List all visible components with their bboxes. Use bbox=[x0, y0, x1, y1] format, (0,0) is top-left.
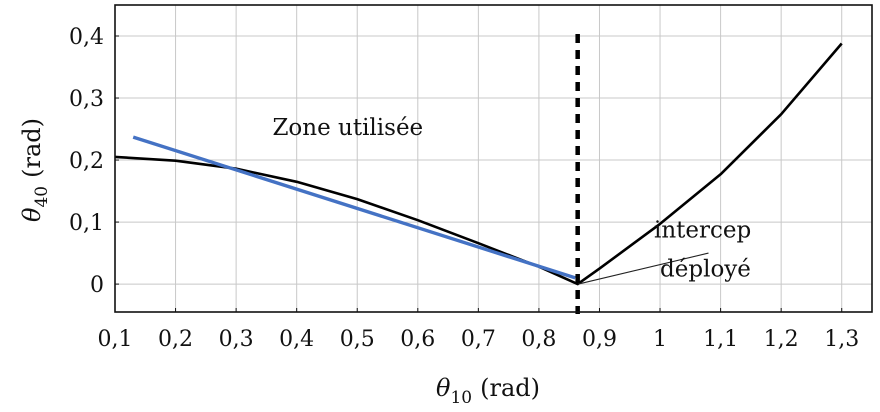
x-tick-label: 1 bbox=[653, 327, 667, 352]
x-tick-label: 1,1 bbox=[703, 327, 738, 352]
annotations: Zone utilisée intercep déployé bbox=[272, 115, 751, 285]
x-tick-label: 0,8 bbox=[521, 327, 556, 352]
annotation-label: déployé bbox=[660, 257, 751, 283]
y-tick-label: 0 bbox=[90, 273, 104, 298]
annotation-label: intercep bbox=[654, 218, 751, 244]
grid bbox=[114, 5, 872, 312]
annotation-label: Zone utilisée bbox=[272, 115, 423, 141]
x-tick-label: 0,4 bbox=[279, 327, 314, 352]
x-tick-label: 0,2 bbox=[158, 327, 193, 352]
series-line-2 bbox=[132, 135, 576, 280]
x-tick-label: 0,7 bbox=[461, 327, 496, 352]
x-tick-label: 0,6 bbox=[400, 327, 435, 352]
series bbox=[114, 42, 843, 286]
y-axis-title: θ40(rad) bbox=[18, 118, 52, 222]
y-tick-label: 0,3 bbox=[69, 87, 104, 112]
y-tick-label: 0,2 bbox=[69, 149, 104, 174]
annotation-leader-line bbox=[578, 252, 709, 285]
y-tick-label: 0,1 bbox=[69, 211, 104, 236]
x-tick-label: 0,5 bbox=[340, 327, 375, 352]
x-tick-label: 1,2 bbox=[764, 327, 799, 352]
y-axis-ticks: 0 0,1 0,2 0,3 0,4 bbox=[69, 25, 119, 298]
x-tick-label: 0,9 bbox=[582, 327, 617, 352]
x-axis-ticks: 0,1 0,2 0,3 0,4 0,5 0,6 0,7 0,8 0,9 1 1,1 1,2 1,3 bbox=[98, 308, 859, 352]
x-tick-label: 0,1 bbox=[98, 327, 133, 352]
x-axis-title: θ10 (rad) bbox=[436, 374, 540, 408]
x-tick-label: 1,3 bbox=[824, 327, 859, 352]
x-tick-label: 0,3 bbox=[219, 327, 254, 352]
y-tick-label: 0,4 bbox=[69, 25, 104, 50]
plot-frame bbox=[114, 4, 873, 313]
